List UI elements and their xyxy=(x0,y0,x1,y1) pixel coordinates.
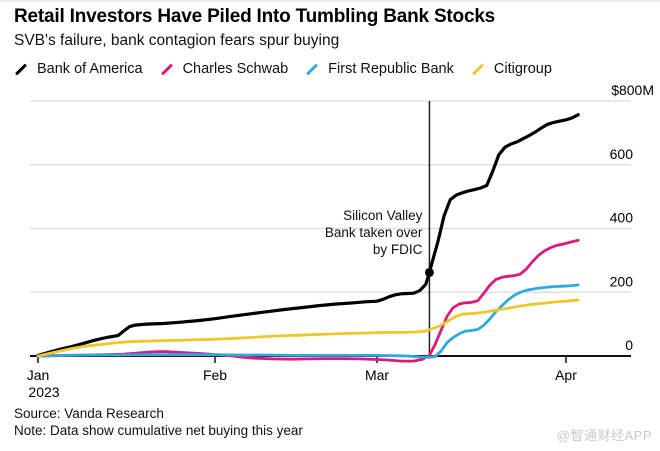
data-note: Note: Data show cumulative net buying th… xyxy=(14,423,303,438)
x-tick-sublabel-2023: 2023 xyxy=(28,384,59,400)
legend: Bank of America Charles Schwab First Rep… xyxy=(14,61,552,77)
chart-title: Retail Investors Have Piled Into Tumblin… xyxy=(14,6,496,27)
series-line-citigroup xyxy=(36,298,580,358)
y-tick-label-800: $800M xyxy=(611,82,654,98)
x-tick-label-Mar: Mar xyxy=(365,367,389,383)
legend-label: Bank of America xyxy=(37,61,143,77)
legend-label: Citigroup xyxy=(493,61,552,77)
legend-label: First Republic Bank xyxy=(328,61,454,77)
series-line-first-republic-bank xyxy=(36,283,580,359)
annotation-line-1: Bank taken over xyxy=(325,225,423,240)
source-note: Source: Vanda Research xyxy=(14,406,164,421)
x-tick-label-Jan: Jan xyxy=(27,367,50,383)
legend-item-bank-of-america: Bank of America xyxy=(14,61,143,77)
annotation-line-2: by FDIC xyxy=(373,242,423,257)
y-tick-label-400: 400 xyxy=(610,210,634,226)
legend-item-charles-schwab: Charles Schwab xyxy=(160,61,289,77)
annotation-line-0: Silicon Valley xyxy=(343,208,423,223)
y-tick-label-0: 0 xyxy=(625,337,633,353)
x-tick-label-Feb: Feb xyxy=(203,367,227,383)
legend-item-citigroup: Citigroup xyxy=(471,61,552,77)
legend-item-first-republic-bank: First Republic Bank xyxy=(305,61,454,77)
event-marker-dot xyxy=(424,267,434,277)
y-tick-label-600: 600 xyxy=(610,146,634,162)
x-tick-label-Apr: Apr xyxy=(555,367,577,383)
chart-subtitle: SVB's failure, bank contagion fears spur… xyxy=(14,32,340,49)
series-line-bank-of-america xyxy=(36,113,580,357)
top-divider xyxy=(0,0,660,2)
watermark: @智通财经APP xyxy=(556,428,652,443)
legend-label: Charles Schwab xyxy=(182,61,289,77)
series-line-charles-schwab xyxy=(36,238,580,363)
y-tick-label-200: 200 xyxy=(610,273,634,289)
